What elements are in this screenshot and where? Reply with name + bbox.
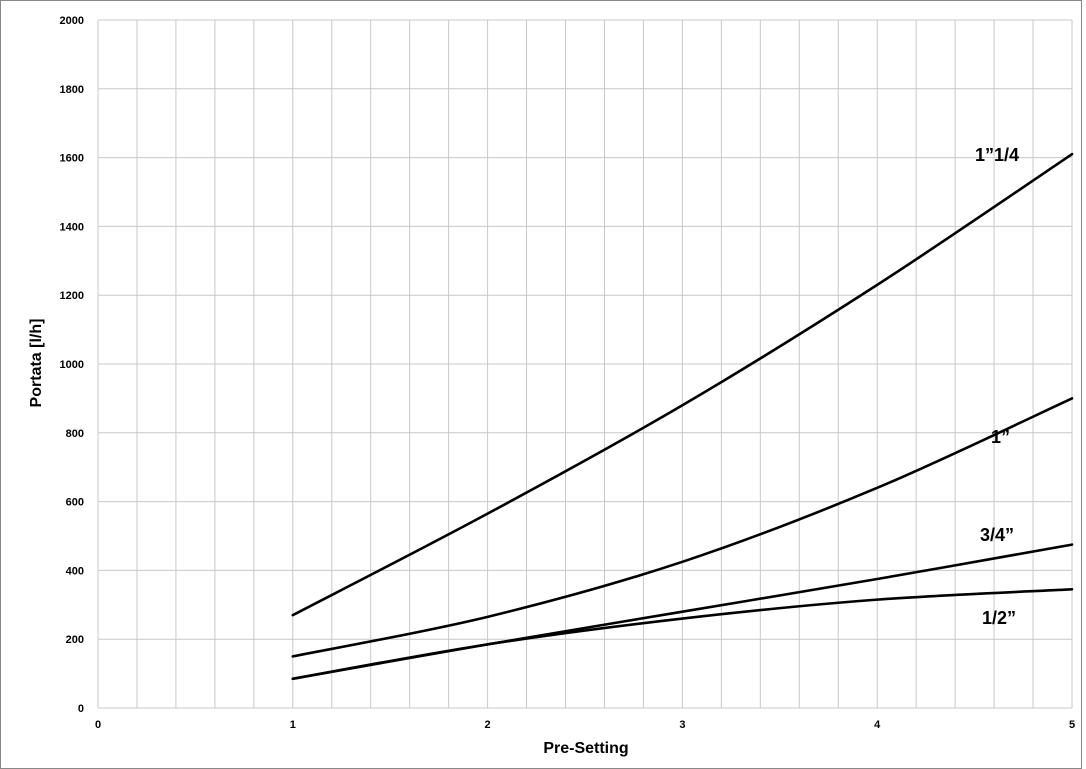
x-tick-label: 3: [679, 719, 685, 731]
series-labels: 1”1/4 1” 3/4” 1/2”: [975, 145, 1019, 628]
series-label: 1/2”: [982, 608, 1016, 628]
y-tick-label: 1800: [60, 84, 84, 96]
x-axis-title: Pre-Setting: [543, 740, 628, 757]
y-tick-label: 600: [66, 497, 84, 509]
y-tick-label: 1400: [60, 221, 84, 233]
x-tick-label: 5: [1069, 719, 1075, 731]
x-tick-label: 4: [874, 719, 881, 731]
series-line: [291, 588, 1074, 681]
y-axis-title: Portata [l/h]: [28, 319, 45, 408]
series-line: [291, 152, 1074, 617]
y-tick-label: 1000: [60, 359, 84, 371]
series-lines: [291, 152, 1074, 681]
y-tick-label: 200: [66, 634, 84, 646]
x-tick-label: 2: [485, 719, 491, 731]
y-tick-label: 1200: [60, 290, 84, 302]
series-label: 1”: [991, 427, 1010, 447]
series-label: 1”1/4: [975, 145, 1019, 165]
x-tick-label: 1: [290, 719, 296, 731]
series-line: [291, 397, 1074, 658]
series-label: 3/4”: [980, 525, 1014, 545]
y-tick-label: 1600: [60, 153, 84, 165]
y-tick-label: 2000: [60, 15, 84, 27]
y-tick-label: 800: [66, 428, 84, 440]
y-tick-label: 400: [66, 565, 84, 577]
y-axis-ticks: 0 200 400 600 800 1000 1200 1400 1600 1800 2000: [60, 15, 84, 715]
y-tick-label: 0: [78, 703, 84, 715]
grid: [97, 19, 1073, 709]
x-tick-label: 0: [95, 719, 101, 731]
x-axis-ticks: 0 1 2 3 4 5: [95, 719, 1075, 731]
